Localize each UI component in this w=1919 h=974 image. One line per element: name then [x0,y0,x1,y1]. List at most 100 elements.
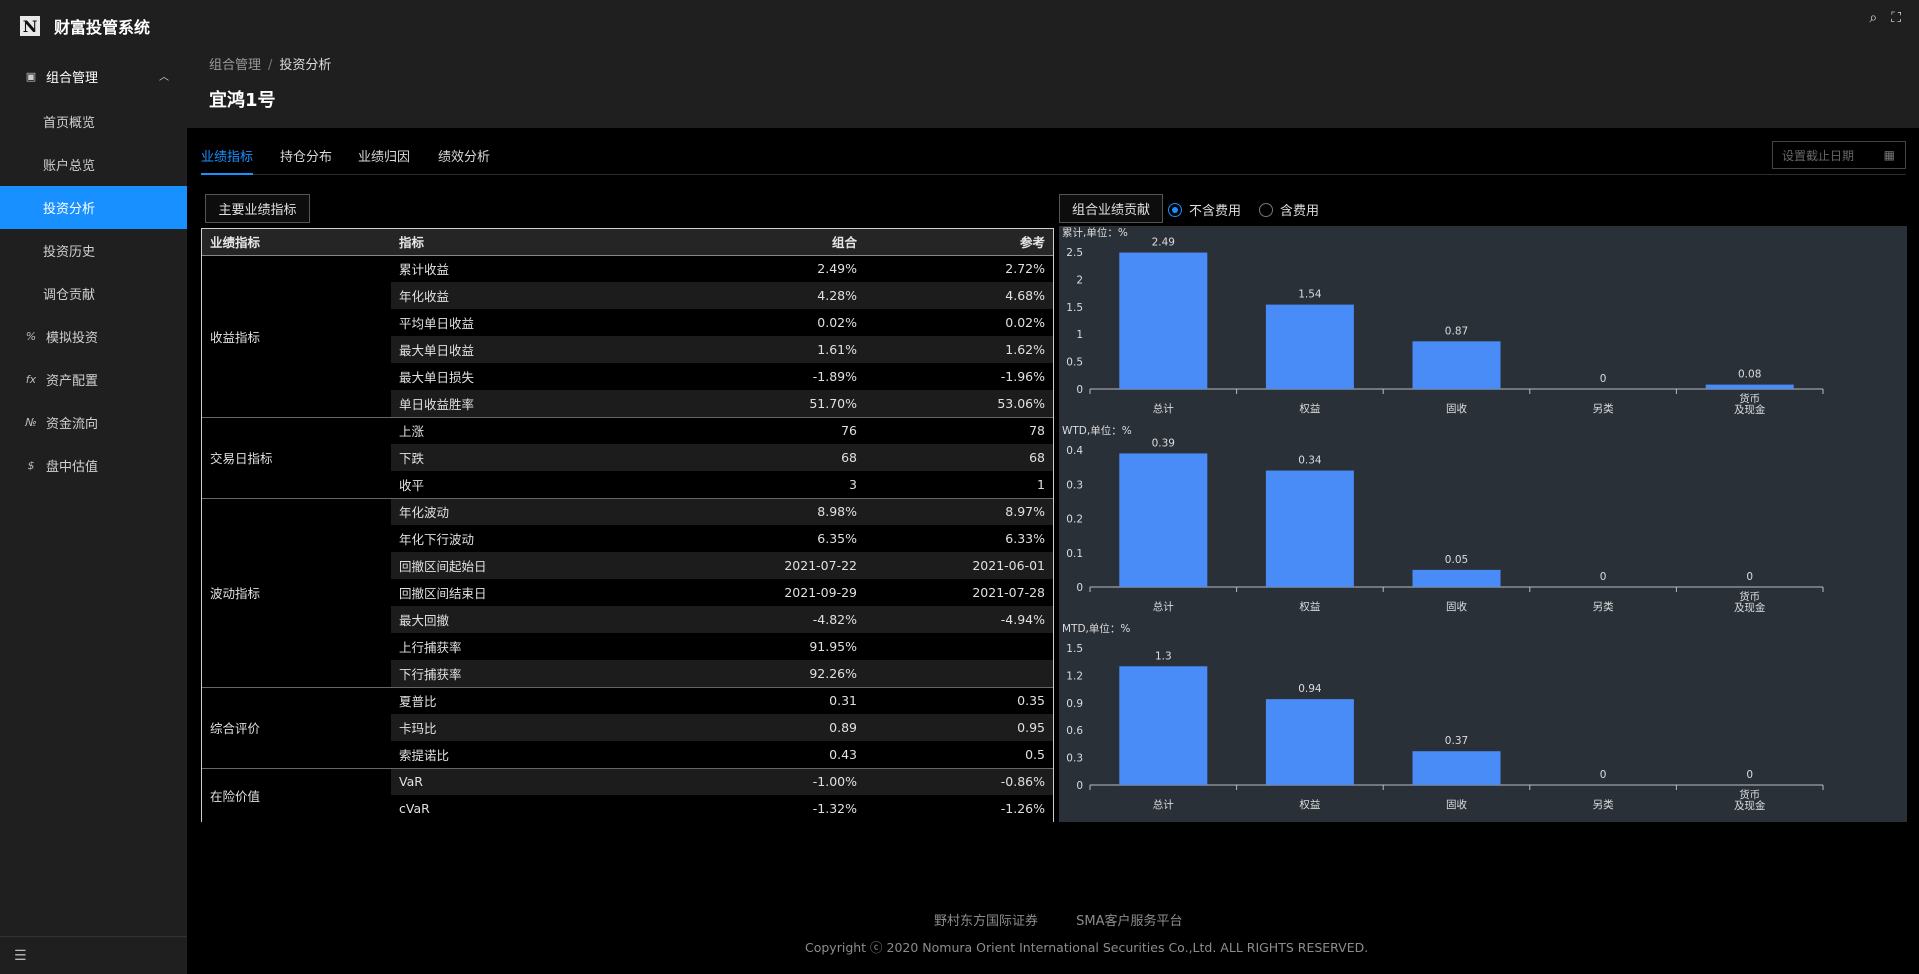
metric-name-cell: 累计收益 [391,255,561,282]
reference-value-cell [865,660,1053,687]
sidebar-item-fund-flow[interactable]: № 资金流向 [0,401,187,444]
portfolio-value-cell: 0.89 [561,714,865,741]
metric-name-cell: VaR [391,767,561,795]
search-icon[interactable]: ⌕ [1869,10,1878,26]
end-date-picker[interactable]: 设置截止日期 ▦ [1772,141,1906,169]
y-tick-label: 0.5 [1066,357,1083,369]
bar-value-label: 0.37 [1445,735,1468,747]
metric-name-cell: 上行捕获率 [391,633,561,660]
sidebar-item-accounts[interactable]: 账户总览 [0,143,187,186]
tab-attribution[interactable]: 业绩归因 [358,150,411,165]
page-title: 宜鸿1号 [209,90,276,111]
tab-performance-metrics[interactable]: 业绩指标 [201,146,254,175]
sidebar-item-label: 资产配置 [46,374,99,389]
chart-bar [1265,304,1354,389]
portfolio-value-cell: 92.26% [561,660,865,687]
reference-value-cell: 0.5 [865,741,1053,768]
portfolio-value-cell: 0.31 [561,686,865,714]
metric-name-cell: 下行捕获率 [391,660,561,687]
table-row: 年化下行波动 6.35% 6.33% [202,525,1053,552]
metric-name-cell: 索提诺比 [391,741,561,768]
fullscreen-icon[interactable]: ⛶ [1891,10,1901,26]
radio-unchecked-icon [1259,202,1274,217]
breadcrumb-parent[interactable]: 组合管理 [209,58,262,73]
function-icon: fx [25,373,37,386]
date-picker-placeholder: 设置截止日期 [1782,148,1855,163]
sidebar-item-investment-analysis[interactable]: 投资分析 [0,186,187,229]
sidebar-collapse-button[interactable]: ☰ [0,936,187,974]
sidebar-item-asset-allocation[interactable]: fx 资产配置 [0,358,187,401]
radio-label: 含费用 [1280,204,1320,219]
reference-value-cell: 8.97% [865,497,1053,525]
y-tick-label: 1.5 [1066,302,1083,314]
contribution-charts: 累计,单位：% 0 0.5 1 1.5 2 2.5 2.49 总计 1.54 权益 0.87 固收 0 另类… [1062,226,1824,812]
metric-name-cell: 回撤区间起始日 [391,552,561,579]
tab-performance-analysis[interactable]: 绩效分析 [438,150,491,165]
portfolio-value-cell: 2.49% [561,255,865,282]
table-row: 交易日指标 上涨 76 78 [202,416,1053,498]
metric-group-cell: 交易日指标 [202,416,391,498]
percent-icon: % [25,330,37,343]
sidebar-group-portfolio[interactable]: ▣ 组合管理 ︿ [0,52,187,100]
metric-group-cell: 综合评价 [202,686,391,768]
chart-bar [1265,699,1354,785]
chart-title: MTD,单位：% [1062,622,1130,635]
x-category-label: 及现金 [1734,601,1766,614]
bar-value-label: 0 [1746,571,1753,583]
top-toolbar: ⌕ ⛶ [1869,10,1901,26]
portfolio-value-cell: 3 [561,471,865,498]
chart-title: 累计,单位：% [1062,226,1128,239]
portfolio-value-cell: -1.89% [561,363,865,390]
footer-link-platform[interactable]: SMA客户服务平台 [1076,914,1183,929]
y-tick-label: 1.2 [1066,670,1083,682]
portfolio-value-cell: -1.32% [561,795,865,822]
sidebar-item-simulation[interactable]: % 模拟投资 [0,315,187,358]
portfolio-value-cell: 91.95% [561,633,865,660]
reference-value-cell: 0.35 [865,686,1053,714]
reference-value-cell: 1 [865,471,1053,498]
footer-link-company[interactable]: 野村东方国际证券 [934,914,1039,929]
tab-holdings[interactable]: 持仓分布 [280,150,333,165]
column-header: 业绩指标 [202,229,391,256]
y-tick-label: 0.6 [1066,725,1083,737]
metric-name-cell: 下跌 [391,444,561,471]
sidebar-item-rebalance-contribution[interactable]: 调仓贡献 [0,272,187,315]
y-tick-label: 0.4 [1066,445,1083,457]
table-row: 波动指标 年化波动 8.98% 8.97% [202,497,1053,687]
reference-value-cell: 4.68% [865,282,1053,309]
metric-name-cell: 夏普比 [391,686,561,714]
metric-name-cell: 平均单日收益 [391,309,561,336]
calendar-icon: ▦ [1883,148,1895,162]
y-tick-label: 1.5 [1066,643,1083,655]
page-header: ⌕ ⛶ 组合管理 / 投资分析 宜鸿1号 [187,0,1919,128]
sidebar-item-investment-history[interactable]: 投资历史 [0,229,187,272]
bar-value-label: 1.3 [1155,650,1172,662]
column-header: 组合 [561,229,865,256]
y-tick-label: 0.2 [1066,514,1083,526]
portfolio-value-cell: 0.02% [561,309,865,336]
sidebar-item-intraday-valuation[interactable]: $ 盘中估值 [0,444,187,487]
radio-include-fee[interactable]: 含费用 [1259,200,1319,219]
radio-exclude-fee[interactable]: 不含费用 [1168,200,1241,219]
table-row: 索提诺比 0.43 0.5 [202,741,1053,768]
y-tick-label: 2 [1076,274,1083,286]
reference-value-cell: 2021-06-01 [865,552,1053,579]
sidebar-item-overview[interactable]: 首页概览 [0,100,187,143]
x-category-label: 货币 [1739,392,1760,405]
portfolio-contribution-button[interactable]: 组合业绩贡献 [1059,194,1163,223]
number-icon: № [25,416,37,429]
chart-bar [1119,252,1208,389]
chart-bar [1119,453,1208,587]
chevron-up-icon: ︿ [159,72,169,83]
table-row: 上行捕获率 91.95% [202,633,1053,660]
table-row: 最大回撤 -4.82% -4.94% [202,606,1053,633]
app-logo[interactable]: N 财富投管系统 [0,0,187,52]
main-metrics-button[interactable]: 主要业绩指标 [205,194,310,223]
reference-value-cell: 68 [865,444,1053,471]
bar-value-label: 0 [1600,769,1607,781]
portfolio-value-cell: 2021-07-22 [561,552,865,579]
y-tick-label: 0.3 [1066,753,1083,765]
reference-value-cell: 53.06% [865,390,1053,417]
tab-bar: 业绩指标 持仓分布 业绩归因 绩效分析 [201,142,1906,175]
reference-value-cell: 78 [865,416,1053,444]
